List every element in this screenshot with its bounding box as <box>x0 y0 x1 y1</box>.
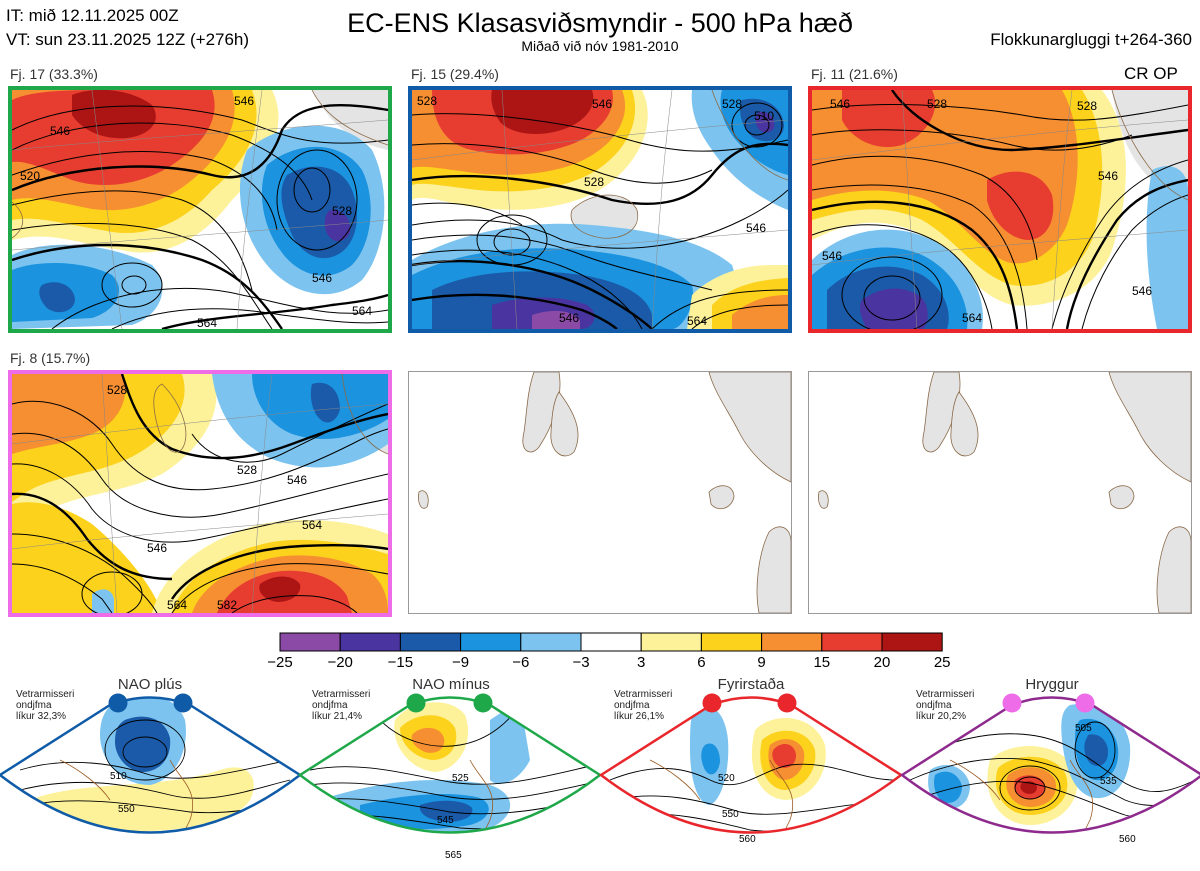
cluster-map-fj8: 528 528 546 546 564 564 582 <box>8 370 392 617</box>
chart-title: EC-ENS Klasasviðsmyndir - 500 hPa hæð <box>347 8 853 38</box>
contour-label: 546 <box>822 249 842 263</box>
colorbar-bin <box>520 632 582 652</box>
regime-dot-nao-plus <box>173 693 193 713</box>
colorbar-tick-label: 20 <box>873 654 891 671</box>
contour-label: 546 <box>234 94 254 108</box>
regime-title-blocking: Fyrirstaða <box>717 676 785 693</box>
empty-map-panel <box>808 371 1192 614</box>
colorbar-bin <box>640 632 702 652</box>
cluster-label-fj8: Fj. 8 (15.7%) <box>10 350 91 366</box>
regime-contour-label: 525 <box>452 773 469 784</box>
contour-label: 564 <box>302 518 322 532</box>
colorbar-tick-label: 15 <box>813 654 831 671</box>
regime-note-blocking: Vetrarmisseri ondjfma líkur 26,1% <box>614 689 673 722</box>
regime-title-ridge: Hryggur <box>1025 676 1079 693</box>
contour-label: 546 <box>830 97 850 111</box>
regime-contour-label: 560 <box>1119 834 1136 845</box>
classification-window: Flokkunargluggi t+264-360 <box>990 30 1192 49</box>
colorbar-tick-label: 25 <box>933 654 951 671</box>
contour-label: 564 <box>167 598 187 612</box>
contour-label: 546 <box>559 311 579 325</box>
regime-contour-label: 550 <box>118 804 135 815</box>
initial-time: IT: mið 12.11.2025 00Z <box>6 6 179 25</box>
cluster-map-fj17: 546 520 546 528 546 564 564 <box>8 86 392 333</box>
regime-contour-label: 520 <box>718 773 735 784</box>
colorbar-bin <box>881 632 943 652</box>
contour-label: 564 <box>352 304 372 318</box>
colorbar-bin <box>761 632 823 652</box>
chart-subtitle: Miðað við nóv 1981-2010 <box>521 38 679 54</box>
contour-label: 528 <box>417 94 437 108</box>
valid-time: VT: sun 23.11.2025 12Z (+276h) <box>6 30 250 49</box>
contour-label: 528 <box>107 383 127 397</box>
regime-contour-label: 545 <box>437 815 454 826</box>
colorbar-tick-label: −3 <box>572 654 590 671</box>
regime-title-nao-plus: NAO plús <box>117 676 183 693</box>
contour-label: 528 <box>1077 99 1097 113</box>
colorbar-tick-label: −15 <box>387 654 414 671</box>
regime-maps: 510 550 525 545 565 520 550 560 505 535 … <box>0 693 1200 861</box>
colorbar-bin <box>460 632 522 652</box>
cluster-map-fj15: 528 546 510 528 528 546 546 564 <box>408 86 792 333</box>
regime-dot-nao-minus <box>473 693 493 713</box>
contour-label: 546 <box>1098 169 1118 183</box>
colorbar-bin <box>279 632 341 652</box>
contour-label: 528 <box>927 97 947 111</box>
colorbar-bin <box>399 632 462 652</box>
colorbar-bin <box>821 632 883 652</box>
regime-contour-label: 560 <box>739 834 756 845</box>
contour-label: 528 <box>237 463 257 477</box>
colorbar-tick-label: −20 <box>327 654 353 671</box>
regime-dot-ridge <box>1075 693 1095 713</box>
regime-contour-label: 535 <box>1100 776 1117 787</box>
regime-note-ridge: Vetrarmisseri ondjfma líkur 20,2% <box>916 689 975 722</box>
regime-dot-ridge <box>1002 693 1022 713</box>
contour-label: 546 <box>312 271 332 285</box>
contour-label: 510 <box>754 109 774 123</box>
colorbar-tick-label: −6 <box>512 654 530 671</box>
contour-label: 564 <box>197 316 217 329</box>
regime-contour-label: 510 <box>110 771 127 782</box>
contour-label: 546 <box>50 124 70 138</box>
colorbar <box>279 632 943 652</box>
cluster-label-fj17: Fj. 17 (33.3%) <box>10 66 98 82</box>
cluster-map-fj11: 546 528 528 546 546 564 546 <box>808 86 1192 333</box>
contour-label: 528 <box>332 204 352 218</box>
regime-contour-label: 550 <box>722 809 739 820</box>
contour-label: 528 <box>722 97 742 111</box>
contour-label: 520 <box>20 169 40 183</box>
regime-dot-blocking <box>702 693 722 713</box>
contour-label: 546 <box>746 221 766 235</box>
contour-label: 564 <box>962 311 982 325</box>
colorbar-bin <box>700 632 763 652</box>
colorbar-tick-label: 3 <box>637 654 646 671</box>
colorbar-tick-label: 6 <box>697 654 706 671</box>
regime-title-nao-minus: NAO mínus <box>412 676 490 693</box>
regime-note-nao-plus: Vetrarmisseri ondjfma líkur 32,3% <box>16 689 75 722</box>
regime-dot-nao-plus <box>108 693 128 713</box>
regime-contour-label: 505 <box>1075 723 1092 734</box>
colorbar-tick-label: 9 <box>757 654 766 671</box>
contour-label: 546 <box>1132 284 1152 298</box>
contour-label: 528 <box>584 175 604 189</box>
regime-dot-nao-minus <box>406 693 426 713</box>
operational-run-label: CR OP <box>1124 64 1178 83</box>
contour-label: 582 <box>217 598 237 612</box>
empty-map-panel <box>408 371 792 614</box>
regime-dot-blocking <box>777 693 797 713</box>
contour-label: 564 <box>687 314 707 328</box>
contour-label: 546 <box>287 473 307 487</box>
colorbar-tick-label: −25 <box>267 654 293 671</box>
cluster-label-fj15: Fj. 15 (29.4%) <box>411 66 499 82</box>
regime-contour-label: 565 <box>445 850 462 861</box>
contour-label: 546 <box>592 97 612 111</box>
colorbar-bin <box>580 632 642 652</box>
colorbar-bin <box>339 632 401 652</box>
contour-label: 546 <box>147 541 167 555</box>
cluster-label-fj11: Fj. 11 (21.6%) <box>811 66 898 82</box>
regime-note-nao-minus: Vetrarmisseri ondjfma líkur 21,4% <box>312 689 371 722</box>
colorbar-tick-label: −9 <box>452 654 470 671</box>
